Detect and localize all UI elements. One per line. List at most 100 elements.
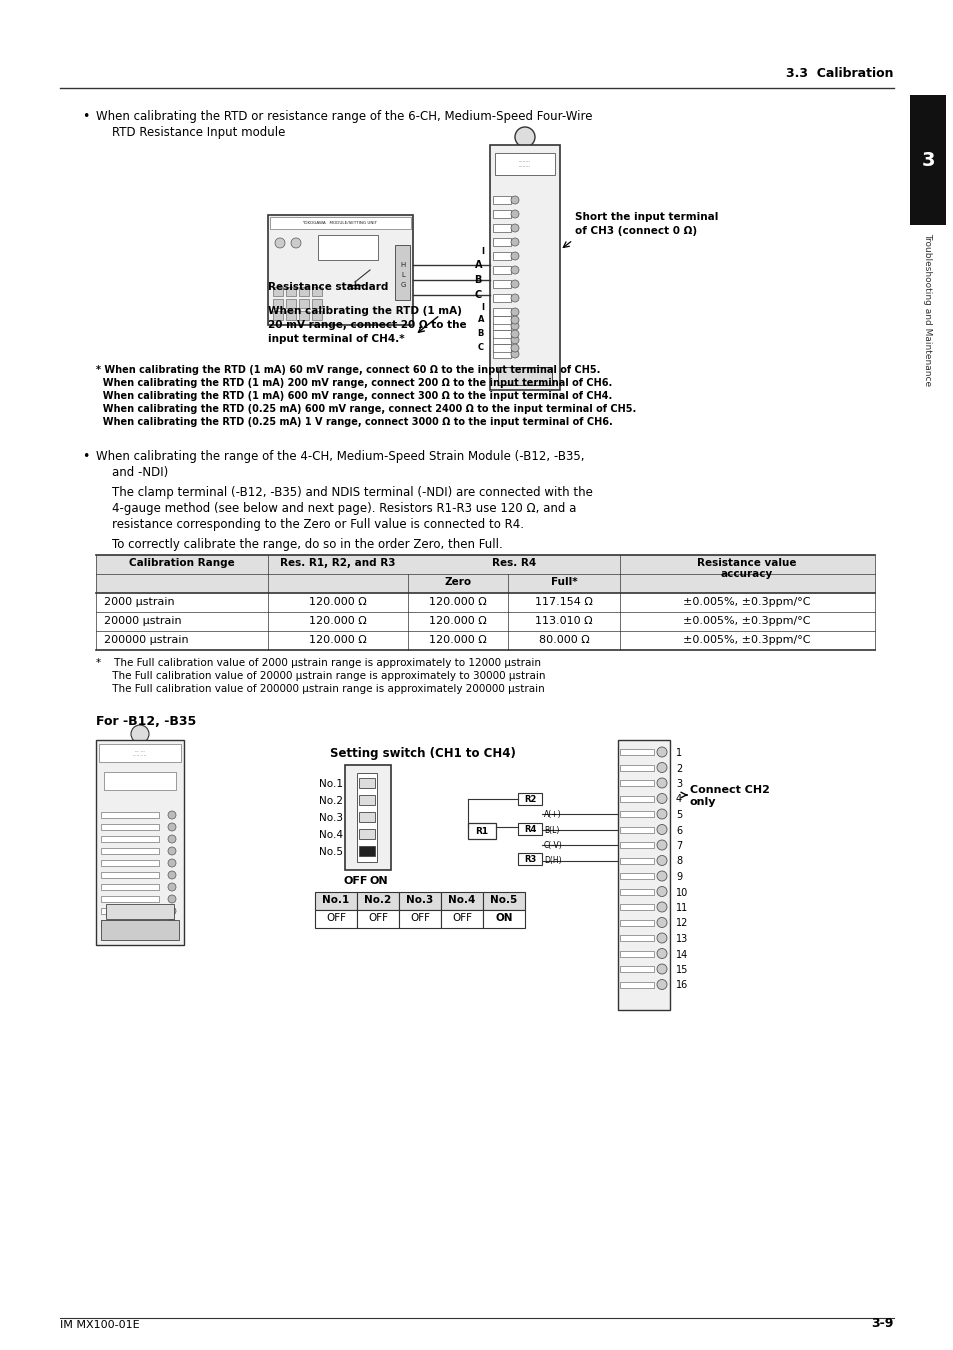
Text: 3.3  Calibration: 3.3 Calibration (785, 68, 893, 80)
Bar (619, 873, 654, 879)
Bar (317, 235, 377, 261)
Bar (482, 910, 524, 927)
Text: B: B (477, 329, 483, 339)
Text: 120.000 Ω: 120.000 Ω (429, 597, 486, 608)
Text: C: C (477, 343, 483, 352)
Bar (99, 744, 181, 761)
Text: Short the input terminal: Short the input terminal (575, 212, 718, 221)
Text: 3: 3 (921, 150, 934, 170)
Text: OFF: OFF (452, 913, 472, 923)
Text: Res. R4: Res. R4 (492, 558, 536, 568)
Bar (493, 323, 511, 329)
Text: *    The Full calibration value of 2000 μstrain range is approximately to 12000 : * The Full calibration value of 2000 μst… (96, 657, 540, 668)
Text: No.5: No.5 (490, 895, 517, 905)
Text: 7: 7 (676, 841, 681, 850)
Bar (312, 298, 322, 308)
Bar (101, 884, 159, 890)
Text: 6: 6 (676, 825, 681, 836)
Text: 2000 μstrain: 2000 μstrain (104, 597, 174, 608)
Text: Calibration Range: Calibration Range (129, 558, 234, 568)
Bar (96, 555, 874, 574)
Bar (312, 288, 322, 296)
Bar (101, 860, 159, 865)
Bar (619, 888, 654, 895)
Circle shape (657, 794, 666, 803)
Bar (440, 910, 482, 927)
Circle shape (168, 919, 175, 927)
Text: No.2: No.2 (318, 796, 343, 806)
Text: Setting switch (CH1 to CH4): Setting switch (CH1 to CH4) (330, 747, 516, 760)
Bar (270, 217, 411, 230)
Circle shape (511, 344, 518, 352)
Circle shape (511, 294, 518, 302)
Bar (619, 857, 654, 864)
Circle shape (511, 238, 518, 246)
Bar (298, 310, 309, 320)
Text: OFF: OFF (410, 913, 430, 923)
Text: 4: 4 (676, 795, 681, 805)
Text: 120.000 Ω: 120.000 Ω (429, 634, 486, 645)
Bar (268, 215, 413, 325)
Circle shape (657, 747, 666, 757)
Bar (493, 252, 511, 261)
Text: To correctly calibrate the range, do so in the order Zero, then Full.: To correctly calibrate the range, do so … (112, 539, 502, 551)
Text: When calibrating the RTD (0.25 mA) 1 V range, connect 3000 Ω to the input termin: When calibrating the RTD (0.25 mA) 1 V r… (96, 417, 612, 427)
Circle shape (511, 336, 518, 344)
Text: 4-gauge method (see below and next page). Resistors R1-R3 use 120 Ω, and a: 4-gauge method (see below and next page)… (112, 502, 576, 514)
Bar (490, 144, 559, 390)
Text: ±0.005%, ±0.3ppm/°C: ±0.005%, ±0.3ppm/°C (682, 616, 810, 626)
Text: 113.010 Ω: 113.010 Ω (535, 616, 592, 626)
Text: Full*: Full* (550, 576, 577, 587)
Text: 12: 12 (676, 918, 688, 929)
Bar (286, 298, 295, 308)
Bar (493, 279, 511, 288)
Bar (493, 224, 511, 232)
Bar (517, 824, 541, 836)
Text: 80.000 Ω: 80.000 Ω (538, 634, 589, 645)
Circle shape (657, 778, 666, 788)
Circle shape (657, 902, 666, 913)
Text: D(H): D(H) (543, 856, 561, 865)
Bar (619, 811, 654, 817)
Text: 120.000 Ω: 120.000 Ω (309, 616, 367, 626)
Bar (101, 811, 159, 818)
Text: ON: ON (370, 876, 388, 886)
Text: ±0.005%, ±0.3ppm/°C: ±0.005%, ±0.3ppm/°C (682, 597, 810, 608)
Bar (398, 892, 440, 910)
Bar (497, 367, 552, 385)
Circle shape (274, 238, 285, 248)
Circle shape (511, 308, 518, 316)
Bar (619, 795, 654, 802)
Circle shape (657, 887, 666, 896)
Circle shape (657, 980, 666, 990)
Text: 14: 14 (676, 949, 687, 960)
Bar (104, 772, 175, 790)
Text: resistance corresponding to the Zero or Full value is connected to R4.: resistance corresponding to the Zero or … (112, 518, 523, 531)
Text: 3-9: 3-9 (871, 1318, 893, 1330)
Bar (101, 909, 159, 914)
Bar (493, 211, 511, 217)
Circle shape (511, 323, 518, 329)
Bar (395, 244, 410, 300)
Text: No.2: No.2 (364, 895, 392, 905)
Circle shape (511, 211, 518, 217)
Text: 13: 13 (676, 934, 687, 944)
Circle shape (511, 350, 518, 358)
Text: When calibrating the RTD (1 mA): When calibrating the RTD (1 mA) (268, 306, 461, 316)
Text: When calibrating the RTD or resistance range of the 6-CH, Medium-Speed Four-Wire: When calibrating the RTD or resistance r… (96, 109, 592, 123)
Text: input terminal of CH4.*: input terminal of CH4.* (268, 333, 404, 344)
Text: No.4: No.4 (448, 895, 476, 905)
Bar (356, 774, 376, 863)
Text: --------
--------: -------- -------- (518, 159, 531, 169)
Bar (619, 749, 654, 755)
Circle shape (168, 811, 175, 819)
Text: OFF: OFF (326, 913, 346, 923)
Bar (495, 153, 555, 176)
Text: No.4: No.4 (318, 830, 343, 840)
Text: 15: 15 (676, 965, 688, 975)
Text: R1: R1 (475, 828, 488, 836)
Text: ±0.005%, ±0.3ppm/°C: ±0.005%, ±0.3ppm/°C (682, 634, 810, 645)
Text: When calibrating the RTD (0.25 mA) 600 mV range, connect 2400 Ω to the input ter: When calibrating the RTD (0.25 mA) 600 m… (96, 404, 636, 414)
Bar (493, 329, 511, 338)
Bar (618, 740, 669, 1010)
